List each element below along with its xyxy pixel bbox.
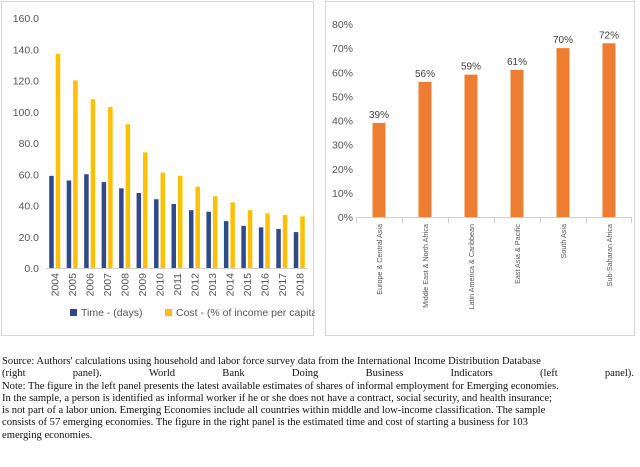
- cost-bar: [195, 186, 200, 268]
- y-tick-label: 20.0: [19, 232, 40, 244]
- caption-note-line-4: consists of 57 emerging economies. The f…: [2, 417, 528, 429]
- time-bar: [171, 203, 176, 268]
- y-tick-label: 70%: [332, 43, 353, 55]
- x-tick-label: East Asia & Pacific: [513, 224, 522, 284]
- x-tick-label: 2013: [207, 273, 219, 297]
- y-tick-label: 80.0: [19, 138, 40, 150]
- left-chart: 0.0 20.0 40.0 60.0 80.0 100.0 120.0 140.0 160.0 2…: [13, 13, 315, 319]
- caption-note-line: Note: The figure in the left panel prese…: [2, 380, 559, 392]
- time-bar: [241, 225, 246, 268]
- y-tick-label: 80%: [332, 19, 353, 31]
- legend-swatch-cost: [165, 309, 172, 316]
- x-tick-label: 2014: [224, 273, 236, 297]
- time-bar: [258, 227, 264, 268]
- right-chart: 0% 10% 20% 30% 40% 50% 60% 70% 80% 39% Europe & Ce…: [332, 19, 632, 310]
- cost-bar: [212, 196, 218, 268]
- x-tick-label: Sub-Saharan Africa: [605, 224, 614, 286]
- time-bar: [49, 175, 54, 268]
- x-tick-label: Europe & Central Asia: [375, 224, 384, 295]
- x-tick-label: Middle East & North Africa: [421, 224, 430, 308]
- cost-bar: [230, 202, 235, 268]
- time-bar: [154, 199, 159, 268]
- x-tick-label: 2009: [137, 273, 149, 297]
- y-tick-label: 40%: [332, 116, 353, 128]
- data-label: 61%: [507, 57, 527, 68]
- time-bar: [188, 210, 194, 268]
- cost-bar: [73, 80, 78, 268]
- y-tick-label: 50%: [332, 91, 353, 103]
- cost-bar: [300, 216, 305, 268]
- y-tick-label: 0%: [338, 212, 353, 224]
- x-tick-label: 2017: [277, 273, 289, 297]
- caption-source-line-2: (right panel). World Bank Doing Business…: [2, 368, 634, 380]
- x-tick-label: 2007: [102, 273, 114, 297]
- cost-bar: [265, 213, 270, 268]
- y-tick-label: 140.0: [13, 44, 39, 56]
- x-tick-label: 2005: [67, 273, 79, 297]
- region-bar: [418, 81, 432, 218]
- region-bar: [372, 122, 386, 217]
- time-bar: [66, 180, 72, 268]
- y-tick-label: 60%: [332, 67, 353, 79]
- cost-bar: [282, 214, 288, 268]
- time-bar: [223, 221, 229, 268]
- x-tick-label: 2004: [50, 273, 62, 297]
- x-tick-label: 2018: [294, 273, 306, 297]
- x-tick-label: 2011: [172, 273, 184, 296]
- time-bar: [101, 182, 107, 268]
- x-tick-label: 2016: [259, 273, 271, 297]
- left-chart-panel: 0.0 20.0 40.0 60.0 80.0 100.0 120.0 140.0 160.0 2…: [1, 1, 315, 336]
- caption-note-line-5: emerging economies.: [2, 429, 93, 441]
- data-label: 70%: [553, 35, 573, 46]
- caption-source-line: Source: Authors' calculations using hous…: [2, 356, 541, 367]
- cost-bar: [125, 124, 131, 268]
- y-tick-label: 30%: [332, 140, 353, 152]
- x-tick-label: 2008: [120, 273, 132, 297]
- x-tick-label: 2010: [155, 273, 167, 297]
- cost-bar: [108, 107, 113, 268]
- time-bar: [119, 188, 124, 268]
- caption-note-line-2: In the sample, a person is identified as…: [2, 392, 553, 404]
- data-label: 56%: [415, 69, 435, 80]
- y-tick-label: 40.0: [19, 201, 40, 213]
- data-label: 72%: [599, 30, 619, 41]
- cost-bar: [55, 53, 61, 268]
- cost-bar: [178, 175, 183, 268]
- y-tick-label: 160.0: [13, 13, 39, 25]
- x-tick-label: South Asia: [559, 224, 568, 258]
- y-tick-label: 100.0: [13, 107, 39, 119]
- legend-label-cost: Cost - (% of income per capita): [176, 307, 315, 319]
- region-bar: [464, 74, 478, 217]
- cost-bar: [90, 99, 96, 268]
- y-tick-label: 60.0: [19, 169, 40, 181]
- y-tick-label: 20%: [332, 164, 353, 176]
- y-tick-label: 120.0: [13, 76, 39, 88]
- time-bar: [206, 211, 211, 268]
- region-bar: [510, 69, 524, 218]
- time-bar: [84, 174, 89, 268]
- time-bar: [276, 228, 281, 268]
- y-tick-label: 0.0: [24, 263, 39, 275]
- y-tick-label: 10%: [332, 188, 353, 200]
- x-tick-label: 2006: [85, 273, 97, 297]
- data-label: 59%: [461, 62, 481, 73]
- figure-caption: Source: Authors' calculations using hous…: [2, 356, 634, 442]
- cost-bar: [247, 210, 253, 268]
- time-bar: [136, 193, 142, 268]
- data-label: 39%: [369, 110, 389, 121]
- x-tick-label: 2015: [242, 273, 254, 297]
- right-chart-panel: 0% 10% 20% 30% 40% 50% 60% 70% 80% 39% Europe & Ce…: [325, 1, 635, 336]
- x-tick-label: 2012: [189, 273, 201, 297]
- x-tick-label: Latin America & Caribbean: [467, 224, 476, 310]
- time-bar: [293, 232, 299, 268]
- legend-label-time: Time - (days): [81, 307, 142, 319]
- caption-note-line-3: is not part of a labor union. Emerging E…: [2, 405, 546, 417]
- cost-bar: [143, 152, 148, 268]
- region-bar: [556, 48, 570, 217]
- legend-swatch-time: [70, 309, 77, 316]
- region-bar: [602, 43, 616, 217]
- cost-bar: [160, 172, 166, 268]
